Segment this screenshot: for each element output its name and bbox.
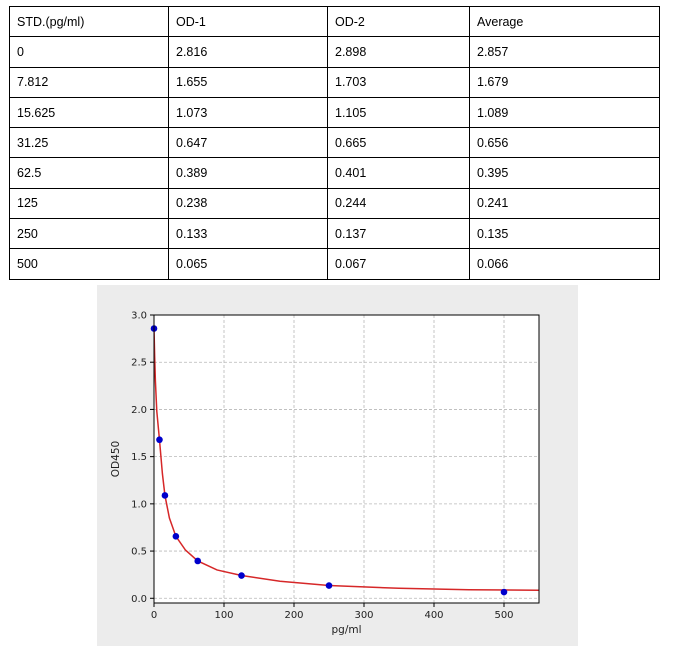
table-cell: 0.389 <box>168 157 328 189</box>
y-tick-label: 2.0 <box>131 405 147 416</box>
table-cell: 7.812 <box>9 66 169 98</box>
x-tick-label: 500 <box>494 610 513 621</box>
table-cell: 2.857 <box>469 36 660 68</box>
table-header-cell: Average <box>469 5 660 38</box>
y-tick-label: 1.5 <box>131 452 147 463</box>
table-row: 125 0.238 0.244 0.241 <box>9 187 660 220</box>
table-cell: 1.655 <box>168 66 328 98</box>
data-point <box>238 572 245 579</box>
y-tick-label: 1.0 <box>131 499 147 510</box>
table-row: 7.812 1.655 1.703 1.679 <box>9 66 660 98</box>
data-point <box>194 557 202 565</box>
table-cell: 0.135 <box>469 218 660 250</box>
plot-frame <box>153 314 540 604</box>
table-cell: 0.137 <box>327 218 470 250</box>
table-cell: 1.679 <box>469 66 660 98</box>
table-header-cell: STD.(pg/ml) <box>9 5 169 38</box>
table-row: 0 2.816 2.898 2.857 <box>9 36 660 68</box>
table-cell: 500 <box>9 248 169 280</box>
x-tick-label: 0 <box>151 610 157 621</box>
table-header-cell: OD-1 <box>168 5 328 38</box>
x-tick-label: 300 <box>354 610 373 621</box>
data-point <box>172 533 180 540</box>
table-cell: 1.105 <box>327 96 470 129</box>
data-point <box>156 436 163 444</box>
y-tick-label: 0.5 <box>131 547 147 558</box>
table-cell: 2.816 <box>168 36 328 68</box>
y-tick-label: 0.0 <box>131 594 147 605</box>
data-point <box>161 492 169 499</box>
table-cell: 0.647 <box>168 127 328 159</box>
table-cell: 0.065 <box>168 248 328 280</box>
table-cell: 0.656 <box>469 127 660 159</box>
table-cell: 0.066 <box>469 248 660 280</box>
data-point <box>500 588 508 596</box>
table-cell: 0.133 <box>168 218 328 250</box>
y-tick-label: 3.0 <box>131 311 147 322</box>
table-row: 500 0.065 0.067 0.066 <box>9 248 660 280</box>
table-cell: 0.665 <box>327 127 470 159</box>
table-row: 31.25 0.647 0.665 0.656 <box>9 127 660 159</box>
chart-svg: 0 100 200 300 400 500 0.0 0.5 1.0 1.5 2.0 2.5 3.0 pg/… <box>110 311 540 636</box>
y-tick-label: 2.5 <box>131 358 147 369</box>
standard-curve-chart: 0 100 200 300 400 500 0.0 0.5 1.0 1.5 2.0 2.5 3.0 pg/… <box>97 285 578 646</box>
x-axis-label: pg/ml <box>331 624 361 636</box>
y-axis-label: OD450 <box>110 441 122 477</box>
x-tick-label: 200 <box>284 610 303 621</box>
table-cell: 125 <box>9 187 169 220</box>
table-cell: 0.244 <box>327 187 470 220</box>
plot-area <box>154 315 539 603</box>
table-header-cell: OD-2 <box>327 5 470 38</box>
table-row: 62.5 0.389 0.401 0.395 <box>9 157 660 189</box>
table-cell: 0.238 <box>168 187 328 220</box>
table-cell: 0.401 <box>327 157 470 189</box>
table-cell: 0.395 <box>469 157 660 189</box>
table-header-row: STD.(pg/ml) OD-1 OD-2 Average <box>9 5 660 38</box>
fit-curve-line <box>154 328 539 591</box>
table-cell: 1.703 <box>327 66 470 98</box>
table-row: 15.625 1.073 1.105 1.089 <box>9 96 660 129</box>
table-cell: 2.898 <box>327 36 470 68</box>
table-row: 250 0.133 0.137 0.135 <box>9 218 660 250</box>
table-cell: 1.089 <box>469 96 660 129</box>
table-cell: 31.25 <box>9 127 169 159</box>
table-cell: 250 <box>9 218 169 250</box>
data-point <box>325 582 333 589</box>
table-cell: 62.5 <box>9 157 169 189</box>
standards-table: STD.(pg/ml) OD-1 OD-2 Average 0 2.816 2.898 2.8… <box>9 5 660 280</box>
x-tick-label: 100 <box>214 610 233 621</box>
table-cell: 0 <box>9 36 169 68</box>
table-cell: 15.625 <box>9 96 169 129</box>
x-tick-label: 400 <box>424 610 443 621</box>
table-cell: 0.067 <box>327 248 470 280</box>
table-cell: 0.241 <box>469 187 660 220</box>
table-cell: 1.073 <box>168 96 328 129</box>
